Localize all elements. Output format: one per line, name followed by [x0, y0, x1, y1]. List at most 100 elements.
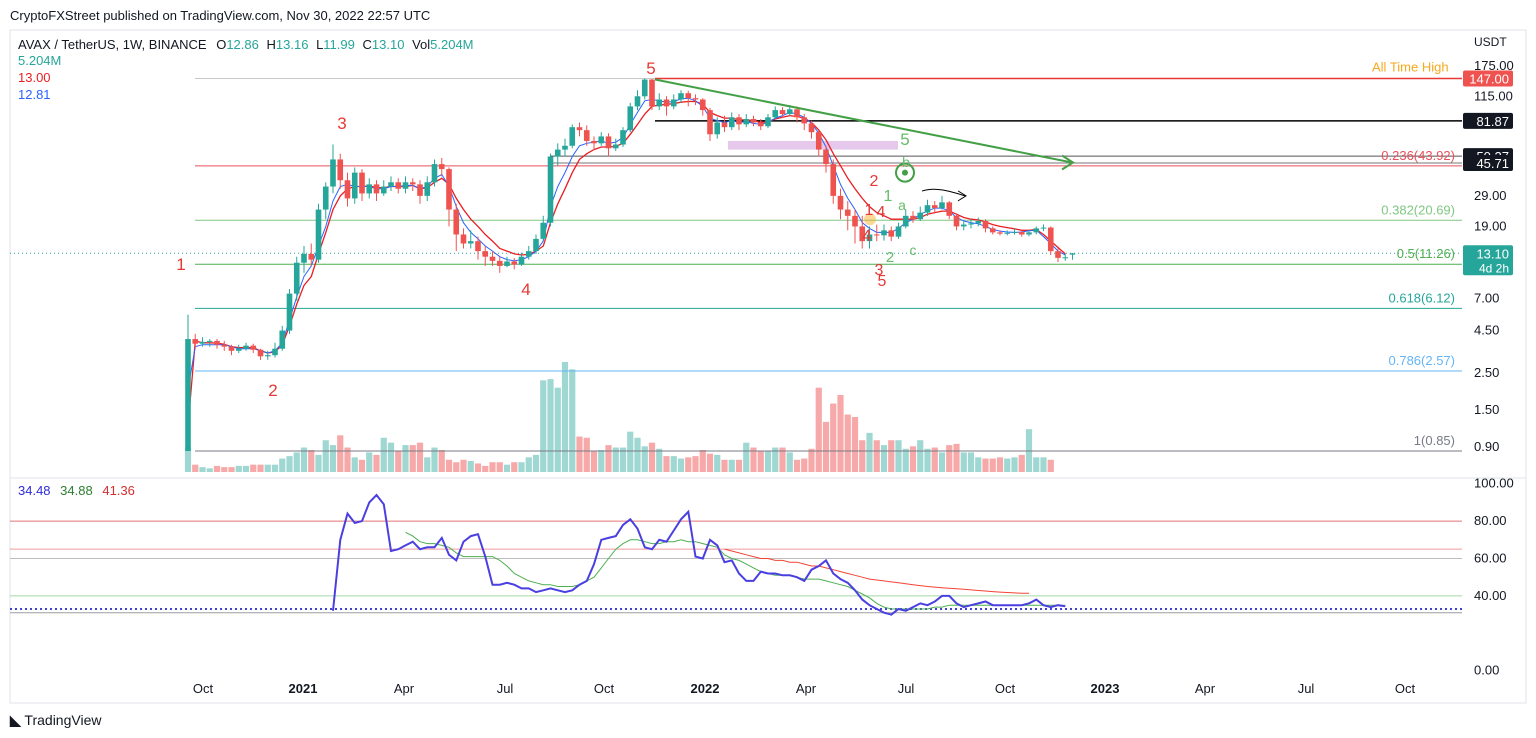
volume-bar [496, 462, 503, 472]
time-axis-tick: 2021 [289, 681, 318, 696]
volume-bar [206, 468, 213, 472]
candle-body [272, 348, 278, 356]
volume-bar [605, 445, 612, 472]
volume-bar [873, 440, 880, 472]
wave-count-label: 1 [884, 188, 893, 205]
price-axis-tick: 175.00 [1474, 58, 1514, 73]
volume-bar [1018, 454, 1025, 472]
price-axis-tick: 4.50 [1474, 323, 1499, 338]
volume-bar [909, 446, 917, 472]
volume-bar [677, 458, 685, 472]
volume-bar [590, 451, 598, 472]
candle-body [699, 99, 706, 111]
candle-body [968, 223, 974, 225]
rsi-axis-tick: 0.00 [1474, 663, 1499, 678]
volume-bar [192, 464, 199, 472]
candle-body [910, 215, 916, 220]
candle-body [982, 220, 989, 229]
volume-bar [337, 435, 344, 472]
price-tag-countdown: 4d 2h [1479, 261, 1509, 275]
volume-bar [221, 467, 228, 472]
wave-count-label: 2 [268, 381, 277, 400]
volume-bar [888, 440, 895, 472]
candle-body [446, 169, 452, 210]
price-axis-tick: 19.00 [1474, 218, 1507, 233]
candle-body [656, 99, 663, 107]
price-axis-tick: 1.50 [1474, 402, 1499, 417]
volume-bar [300, 447, 308, 472]
candle-body [844, 209, 851, 216]
volume-bar [351, 457, 358, 472]
sma-legend-value: 12.81 [18, 87, 51, 102]
volume-bar [344, 447, 351, 472]
time-axis-tick: 2022 [691, 681, 720, 696]
candle-body [837, 195, 844, 210]
volume-bar [395, 451, 402, 472]
open-label: O [216, 37, 227, 52]
volume-bar [250, 464, 257, 472]
wave-count-label: 1 [176, 255, 185, 274]
fib-level-label: 0.786(2.57) [1389, 353, 1456, 368]
wave-count-label: 5 [900, 130, 909, 149]
high-label: H [266, 37, 276, 52]
rsi-long-ma-line [724, 548, 1029, 594]
volume-bar [315, 454, 322, 472]
volume-bar [670, 456, 677, 472]
volume-bar [757, 451, 764, 472]
candle-body [678, 93, 684, 100]
volume-bar [634, 437, 641, 472]
candle-body [634, 96, 641, 107]
rsi-axis-tick: 60.00 [1474, 551, 1507, 566]
volume-bar [569, 369, 576, 472]
candle-body [243, 345, 249, 349]
wave-count-label: 5 [878, 273, 887, 290]
volume-bar [561, 362, 569, 472]
candle-body [1026, 232, 1032, 235]
candle-body [1004, 232, 1011, 234]
candle-body [989, 228, 996, 233]
volume-bar [503, 464, 511, 472]
volume-bar [293, 452, 300, 472]
volume-bar [387, 442, 395, 472]
low-value: 11.99 [323, 37, 355, 52]
time-axis-tick: Oct [594, 681, 615, 696]
volume-bar [271, 464, 279, 472]
target-circle-dot [902, 169, 908, 176]
candle-body [692, 98, 699, 100]
price-tag-label: 147.00 [1469, 72, 1509, 87]
publisher-line: CryptoFXStreet published on TradingView.… [10, 8, 431, 23]
time-axis-tick: Apr [394, 681, 415, 696]
high-value: 13.16 [275, 37, 309, 52]
tradingview-logo-icon: ◣ [10, 712, 21, 728]
volume-bar [257, 464, 264, 472]
candle-body [1069, 253, 1076, 255]
volume-bar [1047, 459, 1054, 472]
tradingview-logo-text: TradingView [24, 712, 102, 728]
candle-body [663, 99, 670, 107]
volume-bar [996, 457, 1004, 472]
volume-bar [619, 447, 627, 472]
wave-count-label: 3 [875, 262, 884, 279]
volume-bar [322, 440, 329, 472]
candle-body [830, 164, 837, 196]
candle-body [525, 251, 532, 257]
candle-body [322, 186, 329, 210]
symbol-label[interactable]: AVAX / TetherUS, 1W, BINANCE [18, 37, 207, 52]
volume-bar [373, 454, 380, 472]
volume-bar [750, 447, 757, 472]
volume-bar [627, 431, 634, 472]
price-axis-tick: 29.00 [1474, 188, 1507, 203]
candle-body [431, 164, 438, 183]
rsi-long-legend-value: 41.36 [102, 483, 135, 498]
candle-body [1055, 251, 1061, 258]
volume-bar [402, 445, 409, 472]
candle-body [569, 127, 576, 146]
candle-body [315, 209, 322, 260]
volume-bar [960, 452, 967, 472]
price-tag [1463, 154, 1513, 171]
ema-legend-value: 13.00 [18, 70, 51, 85]
volume-bar [808, 448, 815, 472]
tradingview-logo[interactable]: ◣ TradingView [10, 712, 101, 729]
projection-arrowhead [957, 190, 967, 202]
volume-bar [859, 440, 866, 472]
